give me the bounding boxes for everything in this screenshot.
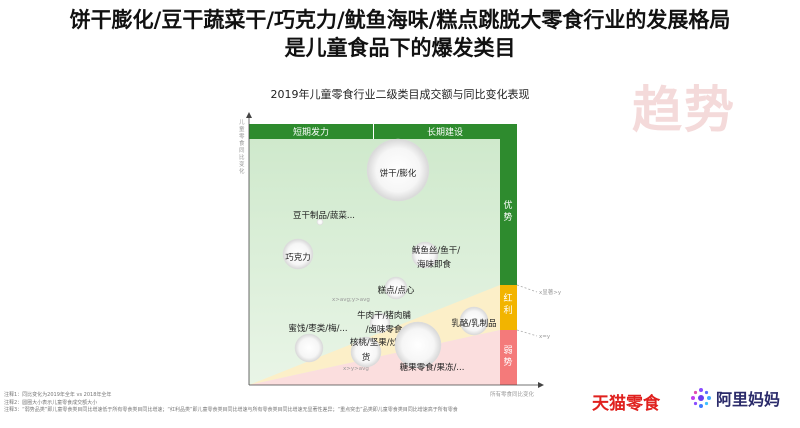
- y-axis-label-char: 儿: [239, 119, 245, 126]
- x-axis-arrow: [538, 382, 544, 388]
- bubble-biscuit-circle: [366, 138, 430, 202]
- y-axis-label-char: 食: [239, 139, 245, 147]
- ref-label-equal: x=y: [539, 334, 551, 340]
- headline: 饼干膨化/豆干蔬菜干/巧克力/鱿鱼海味/糕点跳脱大零食行业的发展格局 是儿童食品…: [0, 6, 800, 62]
- alimama-dots-icon: [691, 388, 711, 408]
- bubble-candied-fruit-label: 蜜饯/枣类/梅/...: [288, 323, 347, 334]
- side-weak-char-1: 弱: [503, 345, 512, 356]
- y-axis-label-char: 比: [239, 153, 245, 161]
- bubble-pastry: 糕点/点心: [378, 276, 415, 300]
- bubble-candied-fruit: 蜜饯/枣类/梅/...: [288, 323, 348, 363]
- side-weak-bar: [500, 330, 517, 385]
- bubble-cheese-circle: [459, 306, 489, 336]
- side-weak-char-2: 势: [503, 356, 512, 368]
- bubble-candy: 糖果零食/果冻/...: [394, 321, 465, 373]
- y-axis-label-char: 零: [239, 133, 245, 140]
- side-dividend-label: 红利: [503, 292, 512, 316]
- header-short-term-bar: [249, 124, 373, 139]
- side-advantage-label: 优势: [503, 199, 512, 223]
- side-advantage-char-2: 势: [503, 211, 512, 223]
- side-weak-label: 弱势: [503, 345, 512, 368]
- watermark-text: 趋势: [632, 81, 736, 139]
- side-dividend-bar: [500, 285, 517, 330]
- ref-line-much-greater: [516, 284, 538, 293]
- footnote-2: 注释2：圆圈大小表示儿童零食成交额大小: [4, 399, 98, 406]
- bubble-pastry-label: 糕点/点心: [378, 285, 415, 296]
- bubble-biscuit-label: 饼干/膨化: [380, 168, 417, 179]
- chart-title: 2019年儿童零食行业二级类目成交额与同比变化表现: [270, 88, 530, 101]
- ref-label-avg-lower: x>y>avg: [343, 366, 369, 372]
- bubble-beef-jerky: 牛肉干/猪肉脯/卤味零食: [357, 310, 411, 335]
- bubble-squid: 鱿鱼丝/鱼干/海味即食: [411, 241, 460, 270]
- headline-line-2: 是儿童食品下的爆发类目: [284, 36, 516, 60]
- bubble-candy-circle: [394, 321, 442, 369]
- ref-line-equal: [516, 329, 538, 337]
- side-advantage-bar: [500, 139, 517, 285]
- headline-line-1: 饼干膨化/豆干蔬菜干/巧克力/鱿鱼海味/糕点跳脱大零食行业的发展格局: [69, 8, 731, 32]
- x-axis-label: 所有零食同比变化: [490, 390, 535, 398]
- footnote-1: 注释1：同比变化为2019年全年 vs 2018年全年: [4, 392, 112, 398]
- side-dividend-char-1: 红: [503, 292, 512, 304]
- bubble-nuts-label: 核桃/坚果/炒货: [350, 337, 399, 363]
- y-axis-label-char: 同: [239, 147, 245, 154]
- tmall-snacks-logo: 天猫零食: [592, 394, 660, 414]
- header-long-term-bar: [374, 124, 517, 139]
- bubble-pastry-circle: [384, 276, 408, 300]
- bubble-beef-jerky-label: 牛肉干/猪肉脯/卤味零食: [357, 310, 411, 335]
- y-axis-label-char: 化: [239, 167, 245, 175]
- bubble-dried-tofu: 豆干制品/蔬菜...: [293, 210, 355, 226]
- y-axis-label-char: 变: [239, 160, 245, 168]
- bubble-dried-tofu-label: 豆干制品/蔬菜...: [293, 210, 355, 221]
- header-short-term-label: 短期发力: [293, 126, 329, 138]
- alimama-logo-text: 阿里妈妈: [716, 390, 781, 409]
- y-axis-arrow: [246, 112, 252, 118]
- bubble-candy-label: 糖果零食/果冻/...: [400, 362, 465, 373]
- y-axis-label-char: 童: [239, 125, 245, 133]
- bubble-chocolate-label: 巧克力: [285, 252, 311, 263]
- header-long-term-label: 长期建设: [427, 126, 463, 138]
- bubble-candied-fruit-circle: [294, 333, 324, 363]
- ref-label-much-greater: x显著>y: [539, 288, 562, 296]
- bubble-cheese: 乳酪/乳制品: [451, 306, 497, 336]
- ref-label-avg-upper: x>avg;y>avg: [332, 297, 370, 303]
- bubble-chocolate: 巧克力: [282, 238, 314, 270]
- bubble-dried-tofu-circle: [316, 218, 324, 226]
- bubble-nuts: 核桃/坚果/炒货: [350, 336, 399, 368]
- bubble-chocolate-circle: [282, 238, 314, 270]
- footnotes: 注释1：同比变化为2019年全年 vs 2018年全年 注释2：圆圈大小表示儿童…: [4, 392, 458, 415]
- bubble-squid-label: 鱿鱼丝/鱼干/海味即食: [412, 245, 460, 270]
- bubble-cheese-label: 乳酪/乳制品: [451, 318, 496, 329]
- bubble-nuts-circle: [350, 336, 382, 368]
- bubble-biscuit: 饼干/膨化: [366, 138, 430, 202]
- side-dividend-char-2: 利: [503, 304, 512, 316]
- y-axis-label: 儿童零食同比变化: [239, 119, 245, 175]
- footnote-3: 注释3：“弱势品类”即儿童零食类目同比增速低于所有零食类目同比增速；“红利品类”…: [4, 407, 458, 413]
- alimama-logo: 阿里妈妈: [690, 386, 780, 410]
- side-advantage-char-1: 优: [503, 199, 512, 211]
- bubble-beef-jerky-circle: [369, 312, 391, 334]
- bubble-squid-circle: [411, 241, 439, 269]
